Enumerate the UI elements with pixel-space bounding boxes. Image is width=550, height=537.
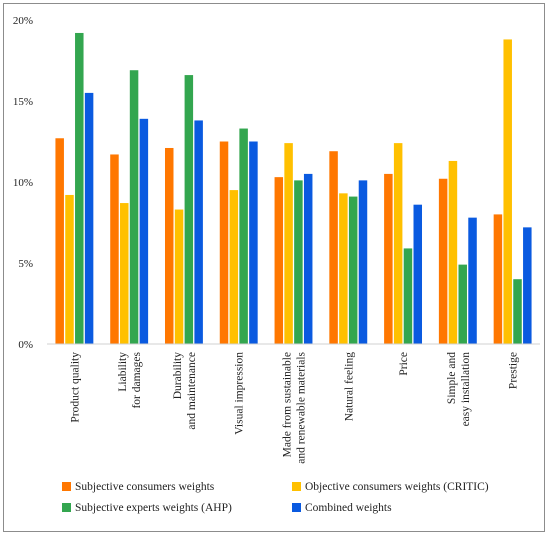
legend-swatch: [292, 503, 301, 512]
bar-3-3: [184, 75, 194, 344]
category-label: and renewable materials: [296, 351, 308, 463]
bar-3-1: [75, 32, 84, 345]
category-label: Visual impression: [234, 352, 246, 435]
bar-1-4: [219, 141, 229, 344]
bar-2-5: [284, 143, 293, 344]
bar-3-7: [403, 248, 413, 344]
bar-1-1: [55, 138, 64, 344]
bar-3-9: [513, 279, 522, 344]
category-label: Simple and: [446, 352, 458, 404]
bars: [55, 32, 532, 345]
category-label: Natural feeling: [343, 352, 355, 422]
y-tick-label: 20%: [13, 15, 33, 27]
bar-4-7: [413, 204, 423, 344]
category-label: Liability: [117, 352, 129, 392]
legend-swatch: [62, 482, 71, 491]
y-axis: 0% 5% 10% 15% 20%: [13, 15, 33, 351]
bar-2-6: [339, 193, 348, 344]
bar-1-8: [438, 178, 448, 344]
bar-4-6: [358, 180, 368, 344]
bar-2-1: [65, 194, 74, 344]
bar-4-2: [139, 118, 149, 344]
y-tick-label: 5%: [18, 258, 33, 270]
category-labels: Product quality Liability for damages Durab…: [69, 351, 519, 463]
bar-4-3: [194, 120, 203, 344]
category-label: for damages: [131, 351, 143, 408]
bar-1-6: [329, 151, 338, 344]
bar-1-9: [493, 214, 503, 344]
category-label: Made from sustainable: [282, 352, 294, 457]
bar-2-9: [503, 39, 512, 344]
legend-label: Subjective experts weights (AHP): [75, 502, 232, 514]
y-tick-label: 0%: [18, 339, 33, 351]
legend: Subjective consumers weights Objective co…: [62, 481, 489, 514]
category-label: Product quality: [69, 352, 81, 423]
bar-4-9: [523, 227, 532, 344]
legend-swatch: [292, 482, 301, 491]
legend-swatch: [62, 503, 71, 512]
category-label: easy installation: [460, 352, 472, 427]
bar-4-5: [303, 173, 313, 344]
category-label: Price: [398, 352, 410, 376]
bar-3-6: [348, 196, 358, 344]
legend-label: Combined weights: [305, 502, 392, 514]
bar-1-7: [384, 173, 393, 344]
bar-4-1: [84, 92, 94, 345]
bar-2-4: [229, 190, 239, 344]
bar-4-8: [468, 217, 477, 344]
y-tick-label: 10%: [13, 177, 33, 189]
bar-3-4: [239, 128, 248, 344]
category-label: and maintenance: [186, 352, 198, 430]
bar-2-7: [393, 143, 403, 344]
category-label: Prestige: [508, 352, 520, 389]
y-tick-label: 15%: [13, 96, 33, 108]
legend-label: Objective consumers weights (CRITIC): [305, 481, 489, 493]
bar-2-8: [448, 160, 458, 344]
bar-3-8: [458, 264, 467, 344]
bar-2-3: [174, 209, 184, 344]
bar-2-2: [120, 203, 129, 344]
bar-4-4: [249, 141, 258, 344]
bar-1-2: [110, 154, 119, 344]
bar-1-5: [274, 177, 284, 344]
bar-1-3: [164, 147, 174, 344]
bar-3-2: [129, 70, 139, 344]
category-label: Durability: [172, 352, 184, 400]
bar-3-5: [294, 180, 303, 344]
legend-label: Subjective consumers weights: [75, 481, 215, 493]
